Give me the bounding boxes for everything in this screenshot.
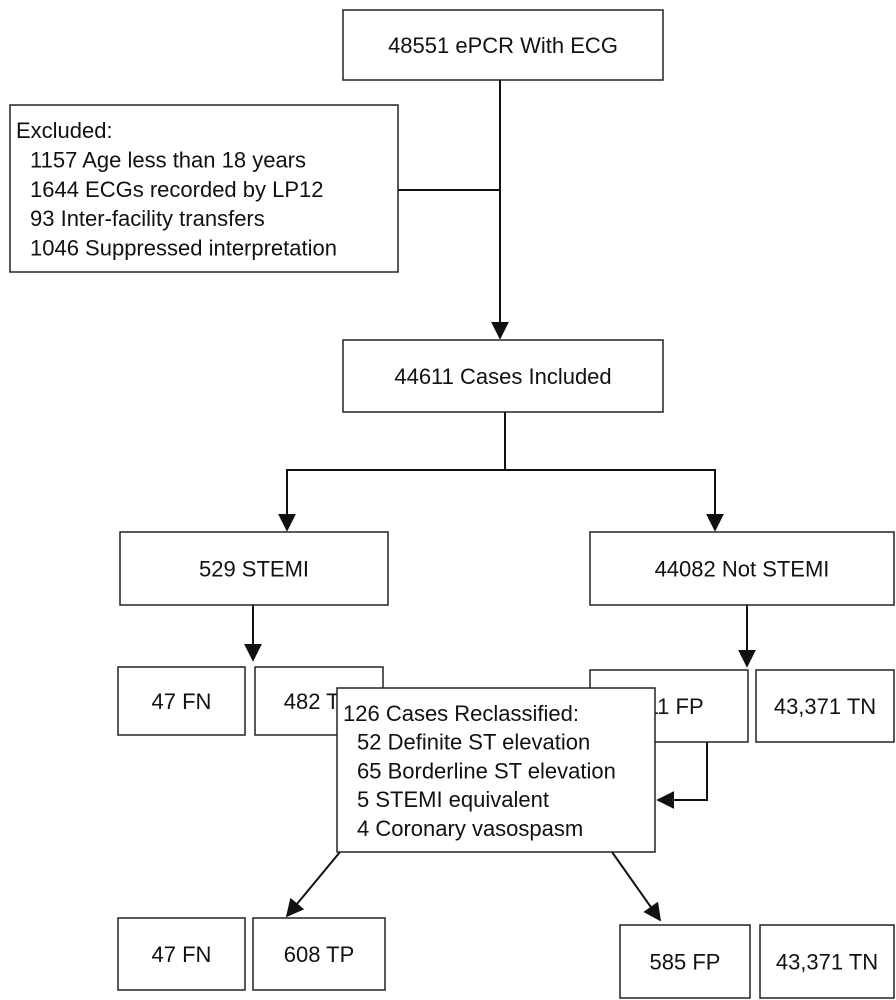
node-box bbox=[342, 339, 664, 413]
node-box bbox=[9, 104, 399, 273]
node-box bbox=[117, 666, 246, 736]
node-item: 1157 Age less than 18 years bbox=[30, 147, 306, 172]
node-item: 1644 ECGs recorded by LP12 bbox=[30, 177, 324, 202]
node-item: 4 Coronary vasospasm bbox=[357, 816, 583, 841]
node-item: 1046 Suppressed interpretation bbox=[30, 236, 337, 261]
node-box bbox=[252, 917, 386, 991]
node-box bbox=[759, 924, 895, 999]
node-label: 529 STEMI bbox=[199, 556, 309, 581]
node-label: 608 TP bbox=[284, 942, 355, 967]
node-label: 48551 ePCR With ECG bbox=[388, 33, 618, 58]
node-label: 43,371 TN bbox=[776, 949, 878, 974]
node-box bbox=[342, 9, 664, 81]
node-item: 93 Inter-facility transfers bbox=[30, 206, 265, 231]
node-title: Excluded: bbox=[16, 118, 113, 143]
node-label: 44611 Cases Included bbox=[394, 364, 611, 389]
node-label: 44082 Not STEMI bbox=[655, 556, 830, 581]
node-box bbox=[336, 687, 656, 853]
node-title: 126 Cases Reclassified: bbox=[343, 701, 579, 726]
node-box bbox=[619, 924, 751, 999]
node-box bbox=[117, 917, 246, 991]
arrow bbox=[285, 851, 341, 918]
node-item: 65 Borderline ST elevation bbox=[357, 758, 616, 783]
node-label: 47 FN bbox=[152, 689, 212, 714]
node-label: 43,371 TN bbox=[774, 694, 876, 719]
node-item: 5 STEMI equivalent bbox=[357, 787, 549, 812]
boxes: 48551 ePCR With ECG Excluded: 1157 Age les… bbox=[9, 9, 895, 999]
connectors bbox=[244, 80, 756, 922]
node-box bbox=[589, 531, 895, 606]
node-box bbox=[755, 669, 895, 743]
node-item: 52 Definite ST elevation bbox=[357, 730, 590, 755]
node-label: 47 FN bbox=[152, 942, 212, 967]
arrow bbox=[611, 851, 662, 922]
node-label: 585 FP bbox=[650, 949, 721, 974]
node-box bbox=[119, 531, 389, 606]
